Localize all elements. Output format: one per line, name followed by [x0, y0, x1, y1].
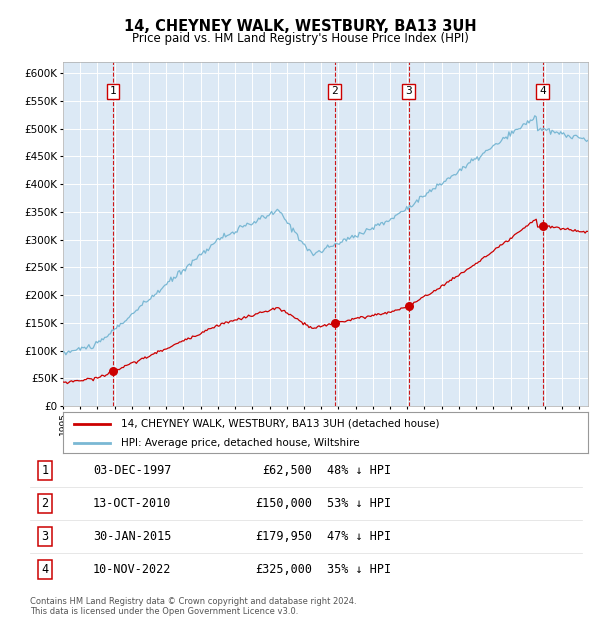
Text: Contains HM Land Registry data © Crown copyright and database right 2024.
This d: Contains HM Land Registry data © Crown c…: [30, 596, 356, 616]
Text: £62,500: £62,500: [262, 464, 312, 477]
Text: 1: 1: [110, 86, 116, 97]
Text: 53% ↓ HPI: 53% ↓ HPI: [327, 497, 391, 510]
Text: Price paid vs. HM Land Registry's House Price Index (HPI): Price paid vs. HM Land Registry's House …: [131, 32, 469, 45]
Text: 3: 3: [405, 86, 412, 97]
Text: 3: 3: [41, 530, 49, 543]
Text: HPI: Average price, detached house, Wiltshire: HPI: Average price, detached house, Wilt…: [121, 438, 359, 448]
Text: 13-OCT-2010: 13-OCT-2010: [93, 497, 172, 510]
Text: 47% ↓ HPI: 47% ↓ HPI: [327, 530, 391, 543]
Text: 4: 4: [539, 86, 546, 97]
Text: 14, CHEYNEY WALK, WESTBURY, BA13 3UH (detached house): 14, CHEYNEY WALK, WESTBURY, BA13 3UH (de…: [121, 418, 439, 428]
Text: 14, CHEYNEY WALK, WESTBURY, BA13 3UH: 14, CHEYNEY WALK, WESTBURY, BA13 3UH: [124, 19, 476, 34]
Text: 48% ↓ HPI: 48% ↓ HPI: [327, 464, 391, 477]
Text: £179,950: £179,950: [255, 530, 312, 543]
Text: £325,000: £325,000: [255, 563, 312, 576]
Text: 03-DEC-1997: 03-DEC-1997: [93, 464, 172, 477]
Text: 10-NOV-2022: 10-NOV-2022: [93, 563, 172, 576]
Text: 35% ↓ HPI: 35% ↓ HPI: [327, 563, 391, 576]
Text: 1: 1: [41, 464, 49, 477]
Text: 2: 2: [41, 497, 49, 510]
Text: £150,000: £150,000: [255, 497, 312, 510]
Text: 2: 2: [331, 86, 338, 97]
Text: 30-JAN-2015: 30-JAN-2015: [93, 530, 172, 543]
Text: 4: 4: [41, 563, 49, 576]
